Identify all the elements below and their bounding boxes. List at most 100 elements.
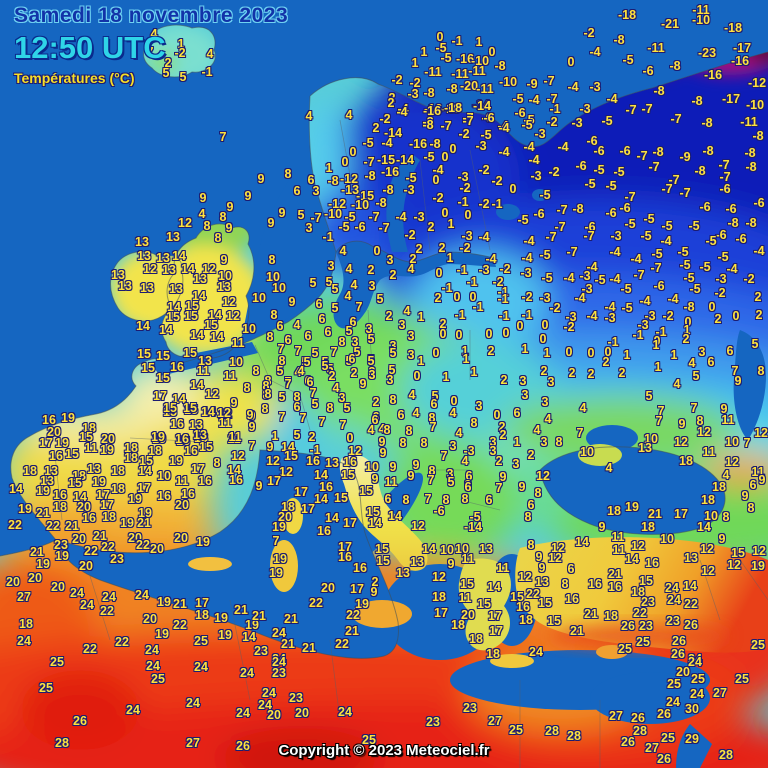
temp-label: 5	[325, 275, 333, 289]
temp-label: 28	[719, 748, 733, 762]
temp-label: 13	[87, 462, 101, 476]
temp-label: 0	[587, 346, 595, 360]
temp-label: 19	[100, 443, 114, 457]
temp-label: 15	[376, 554, 390, 568]
temp-label: 14	[192, 289, 206, 303]
temp-label: -2	[714, 286, 726, 300]
temp-label: 21	[137, 516, 151, 530]
temp-label: 20	[267, 708, 281, 722]
temp-label: 20	[321, 581, 335, 595]
north-sea	[240, 168, 334, 345]
temp-label: 13	[479, 542, 493, 556]
temp-label: 22	[526, 587, 540, 601]
temp-label: 11	[227, 432, 241, 446]
temp-label: 17	[301, 502, 315, 516]
temp-label: -4	[639, 294, 651, 308]
temp-label: 0	[455, 328, 463, 342]
temp-label: 14	[314, 492, 328, 506]
temp-label: 6	[284, 333, 292, 347]
temp-label: 17	[100, 498, 114, 512]
temp-label: 20	[47, 425, 61, 439]
temp-label: 6	[372, 410, 380, 424]
caspian-sea	[733, 330, 766, 440]
temp-label: 18	[124, 441, 138, 455]
temp-label: 17	[39, 436, 53, 450]
temp-label: 12	[411, 519, 425, 533]
temp-label: 27	[17, 590, 31, 604]
temp-label: 14	[208, 308, 222, 322]
temp-label: -2	[499, 262, 511, 276]
temp-label: 3	[389, 339, 397, 353]
temp-label: -7	[633, 268, 645, 282]
temp-label: 2	[308, 430, 316, 444]
temp-label: 13	[535, 575, 549, 589]
lake-onega	[532, 189, 548, 201]
red-sea	[676, 724, 712, 768]
temp-label: 1	[177, 37, 185, 51]
temp-label: 0	[516, 319, 524, 333]
temp-label: -2	[404, 228, 416, 242]
temp-label: -3	[478, 263, 490, 277]
temp-label: -5	[717, 250, 729, 264]
temp-label: -1	[451, 34, 463, 48]
temp-label: 6	[304, 374, 312, 388]
temp-label: 12	[754, 426, 768, 440]
temp-label: 11	[611, 530, 625, 544]
temp-label: 13	[638, 441, 652, 455]
temp-label: 11	[384, 475, 398, 489]
temp-label: -16	[380, 165, 400, 179]
temp-label: 16	[170, 417, 184, 431]
temp-label: -1	[607, 335, 619, 349]
temp-label: 18	[281, 500, 295, 514]
temp-label: -8	[653, 84, 665, 98]
temp-label: 2	[372, 395, 380, 409]
temp-label: 1	[461, 344, 469, 358]
temp-label: 13	[193, 272, 207, 286]
temp-label: 7	[284, 377, 292, 391]
temp-label: -1	[497, 285, 509, 299]
temp-label: 7	[339, 418, 347, 432]
temp-label: -1	[491, 197, 503, 211]
temp-label: -2	[521, 290, 533, 304]
temp-label: -7	[661, 182, 673, 196]
temp-label: 3	[327, 259, 335, 273]
temp-label: 1	[654, 360, 662, 374]
temp-label: 15	[185, 299, 199, 313]
temp-label: 18	[679, 454, 693, 468]
temp-label: 21	[252, 609, 266, 623]
temp-label: -3	[457, 170, 469, 184]
temp-label: 8	[261, 402, 269, 416]
temp-label: -10	[350, 198, 370, 212]
temp-label: 0	[435, 266, 443, 280]
temp-label: -5	[593, 163, 605, 177]
temp-label: 12	[143, 262, 157, 276]
temp-label: 24	[126, 703, 140, 717]
temp-label: -6	[619, 144, 631, 158]
temp-label: 8	[264, 387, 272, 401]
temp-label: 7	[429, 420, 437, 434]
temp-label: 4	[367, 423, 375, 437]
temp-label: 15	[510, 590, 524, 604]
temp-label: 24	[665, 581, 679, 595]
temp-label: -5	[512, 92, 524, 106]
temp-label: -10	[470, 54, 490, 68]
temp-label: 16	[343, 455, 357, 469]
temp-label: 6	[371, 413, 379, 427]
temp-label: 19	[751, 559, 765, 573]
temp-label: 21	[345, 624, 359, 638]
temp-label: -6	[433, 504, 445, 518]
temp-label: 20	[150, 542, 164, 556]
temp-label: -16	[423, 102, 443, 116]
temp-label: 14	[625, 552, 639, 566]
temp-label: 6	[465, 469, 473, 483]
temp-label: 14	[190, 328, 204, 342]
temp-label: 15	[137, 347, 151, 361]
temp-label: 12	[279, 465, 293, 479]
crimea	[578, 444, 622, 466]
temp-label: -7	[545, 230, 557, 244]
temp-label: 21	[284, 612, 298, 626]
temp-label: 28	[633, 724, 647, 738]
temp-label: 4	[332, 381, 340, 395]
temp-label: -4	[523, 140, 535, 154]
temp-label: 8	[399, 436, 407, 450]
